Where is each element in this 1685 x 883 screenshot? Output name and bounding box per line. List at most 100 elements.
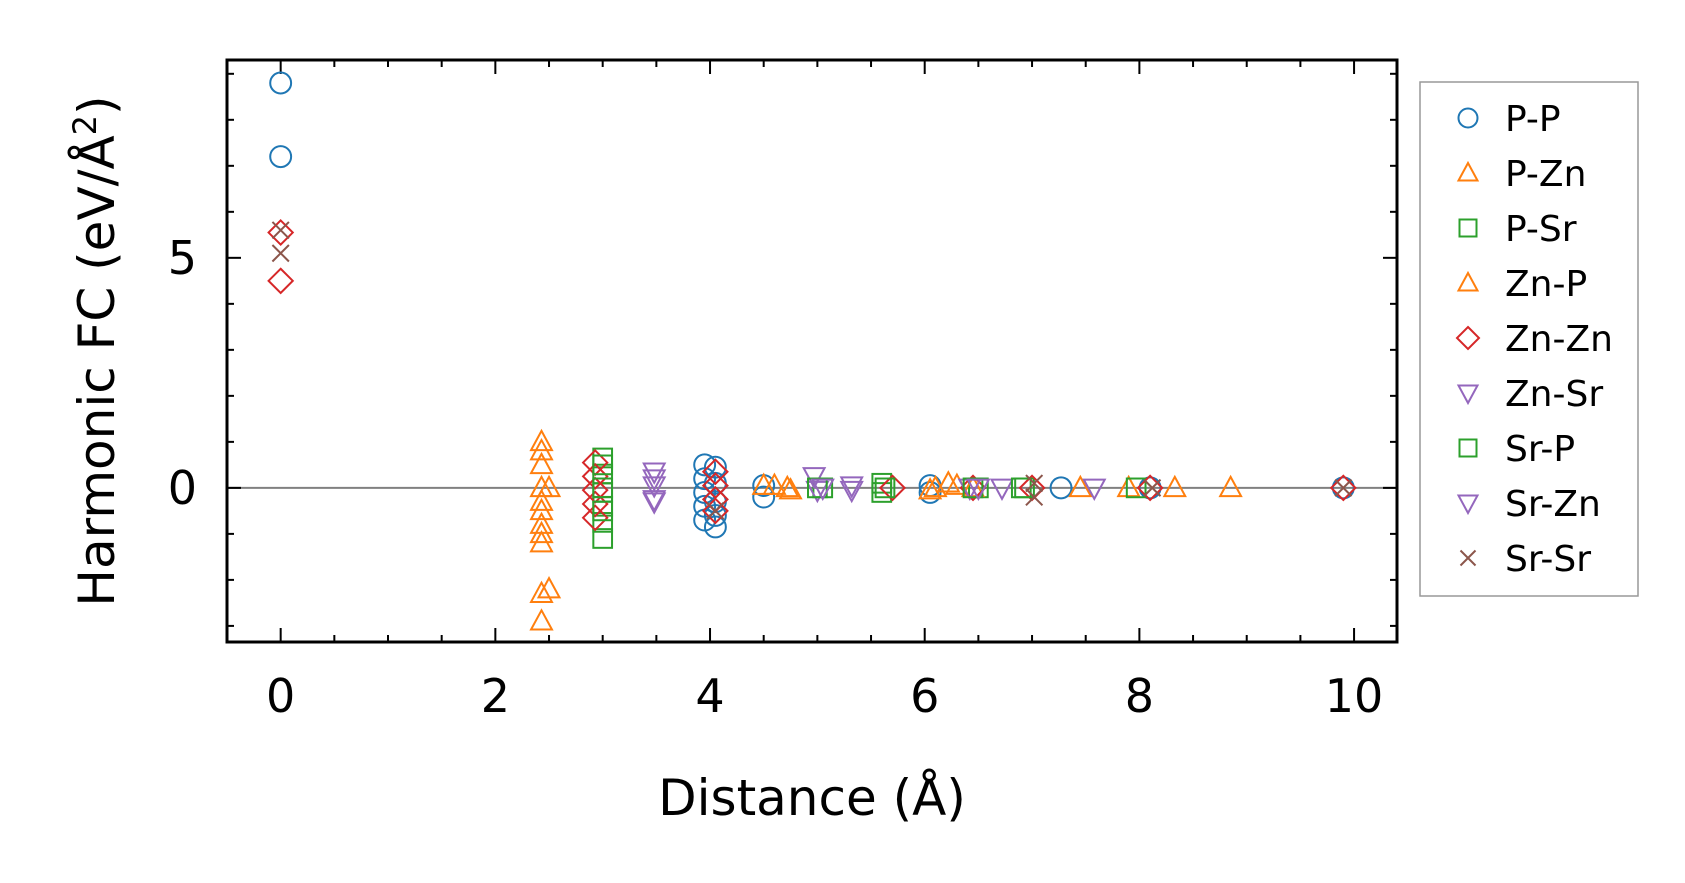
data-point (271, 221, 290, 240)
data-point (592, 528, 614, 549)
data-point (1138, 476, 1162, 500)
data-point (810, 478, 835, 501)
y-tick-label: 5 (168, 231, 197, 285)
data-point (878, 474, 907, 502)
plot-frame (225, 58, 1399, 644)
data-point (529, 428, 554, 452)
data-point (960, 474, 986, 498)
legend-label: Zn-Sr (1505, 374, 1603, 415)
legend: P-P P-Zn P-Sr Zn-P Zn-Zn Zn-Sr Sr-P Sr-Zn Sr-Sr (1455, 99, 1613, 580)
data-point (1049, 476, 1073, 500)
data-point (1136, 474, 1164, 502)
data-point (778, 477, 803, 500)
data-point (581, 476, 609, 504)
data-point (966, 478, 991, 501)
legend-label: Sr-Sr (1505, 539, 1591, 580)
data-point (1025, 474, 1044, 493)
data-point (642, 476, 667, 499)
data-point (701, 458, 729, 486)
data-point (1162, 474, 1187, 498)
data-point (529, 488, 554, 511)
data-point (1334, 478, 1353, 497)
data-point (529, 608, 554, 631)
legend-item-zn-p: Zn-P (1456, 264, 1587, 305)
data-point (536, 575, 562, 599)
data-point (271, 244, 290, 263)
legend-marker (1458, 438, 1478, 458)
data-point (529, 437, 554, 461)
data-point (269, 71, 293, 95)
data-point (581, 490, 609, 518)
data-point (529, 474, 554, 498)
data-point (592, 500, 614, 522)
data-point (1082, 478, 1107, 501)
data-point (703, 455, 727, 479)
series-zn-p (529, 437, 986, 544)
legend-item-sr-p: Sr-P (1458, 429, 1575, 470)
series-sr-sr (271, 221, 1353, 520)
x-tick-label: 6 (910, 669, 939, 723)
data-point (642, 469, 667, 492)
data-point (592, 477, 614, 499)
legend-item-sr-zn: Sr-Zn (1456, 484, 1601, 525)
data-point (267, 267, 295, 295)
legend-item-sr-sr: Sr-Sr (1459, 539, 1591, 580)
data-point (701, 497, 729, 525)
x-tick-label: 4 (695, 669, 724, 723)
data-point (581, 462, 609, 490)
y-tick-labels: 05 (168, 231, 197, 515)
data-point (536, 474, 562, 498)
data-point (839, 476, 864, 499)
data-point (693, 453, 717, 477)
data-point (923, 474, 948, 498)
data-point (642, 462, 667, 485)
series-sr-p (592, 454, 1032, 522)
data-point (592, 454, 614, 476)
data-point (775, 474, 800, 498)
data-point (703, 515, 727, 539)
series-zn-zn (267, 219, 1357, 532)
data-point (529, 451, 554, 475)
data-point (989, 478, 1015, 501)
data-point (1116, 474, 1141, 498)
legend-marker (1456, 384, 1480, 406)
y-axis-title: Harmonic FC (eV/Å2) (66, 95, 126, 606)
x-tick-labels: 0 2 4 6 8 10 (266, 669, 1383, 723)
data-point (962, 477, 984, 499)
data-point (267, 219, 295, 247)
y-axis-title-main: Harmonic FC (eV/Å (68, 135, 126, 606)
y-axis-title-superscript: 2 (66, 115, 104, 135)
data-point (917, 477, 943, 500)
data-point (529, 580, 554, 603)
series-sr-zn (642, 469, 991, 515)
x-tick-label: 0 (266, 669, 295, 723)
legend-label: Sr-P (1505, 429, 1575, 470)
data-point (1068, 474, 1093, 498)
data-point (762, 472, 787, 495)
series-p-zn (529, 428, 1243, 631)
data-point (1125, 477, 1147, 499)
legend-label: P-P (1505, 99, 1561, 140)
data-point (1331, 476, 1355, 500)
legend-label: Zn-Zn (1505, 319, 1613, 360)
x-tick-label: 8 (1125, 669, 1154, 723)
data-point (642, 492, 667, 515)
legend-marker (1457, 107, 1479, 129)
legend-marker (1456, 270, 1480, 292)
legend-item-p-sr: P-Sr (1458, 209, 1577, 250)
legend-marker (1456, 160, 1480, 182)
legend-label: Zn-P (1505, 264, 1587, 305)
x-tick-label: 2 (481, 669, 510, 723)
data-point (706, 501, 725, 520)
legend-marker (1458, 218, 1478, 238)
data-point (805, 480, 830, 504)
legend-marker (1459, 549, 1477, 567)
legend-box (1419, 81, 1639, 597)
data-point (874, 477, 896, 499)
data-point (529, 497, 554, 521)
y-tick-label: 0 (168, 461, 197, 515)
data-point (1143, 478, 1162, 497)
data-point (269, 145, 293, 169)
data-point (1329, 474, 1357, 502)
